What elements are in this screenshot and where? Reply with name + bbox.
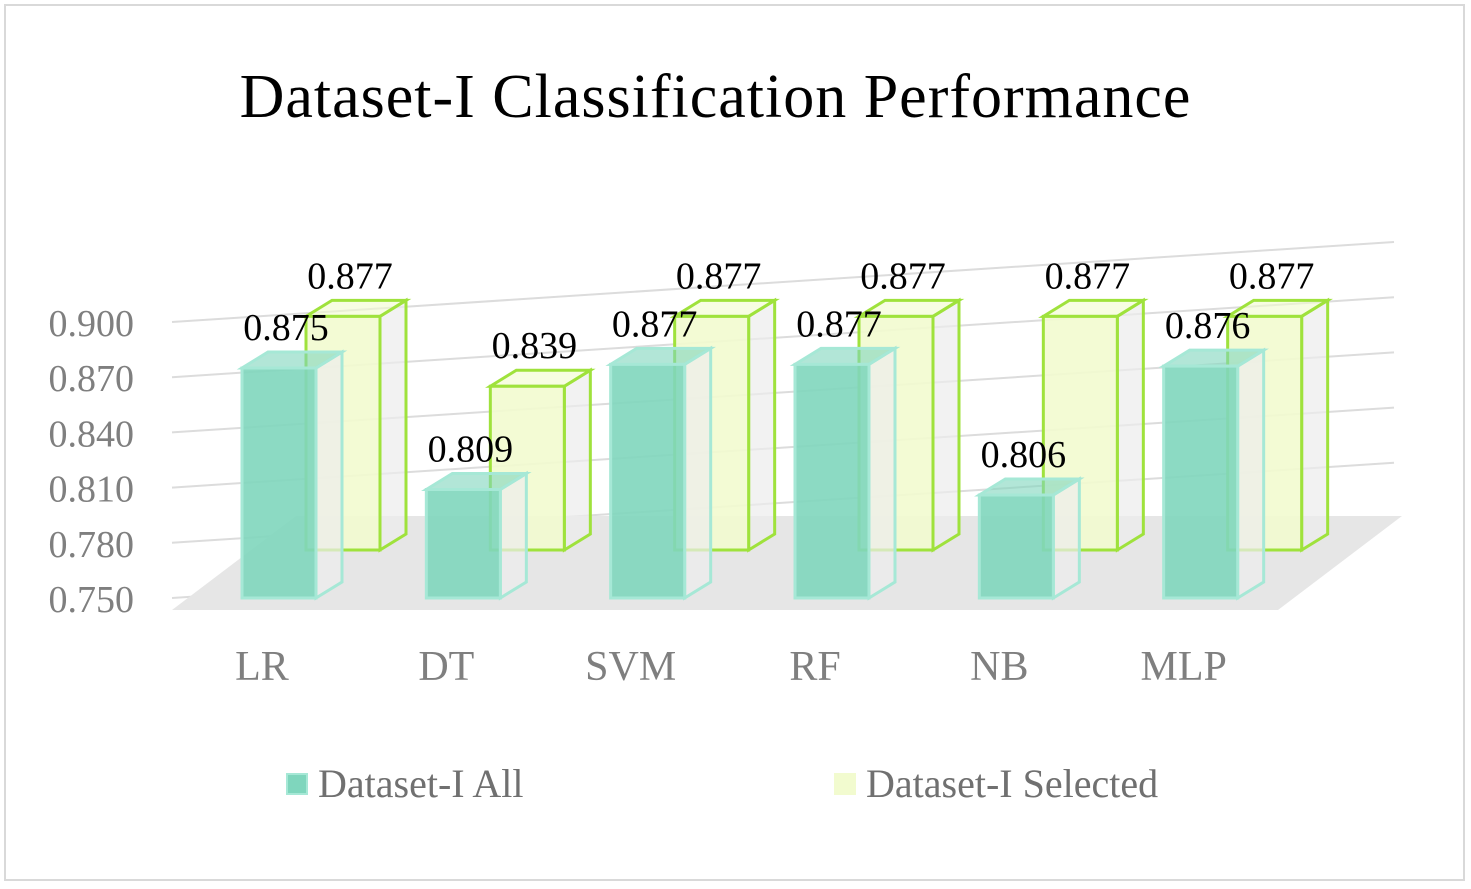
bar-all (236, 349, 348, 601)
x-tick-label: DT (418, 644, 474, 690)
data-label: 0.877 (1045, 255, 1131, 297)
y-tick-label: 0.870 (49, 358, 135, 400)
bar-all (789, 345, 901, 601)
legend-swatch-all (286, 772, 308, 795)
bar-all (1158, 347, 1269, 601)
data-label: 0.876 (1165, 305, 1251, 347)
chart-title: Dataset-I Classification Performance (239, 63, 1192, 131)
data-label: 0.877 (307, 255, 393, 297)
bar-all (974, 476, 1085, 601)
y-tick-label: 0.750 (49, 579, 135, 621)
data-label: 0.877 (676, 255, 762, 297)
y-tick-label: 0.840 (49, 413, 135, 455)
x-tick-label: RF (789, 644, 840, 690)
legend-item-selected: Dataset-I Selected (834, 760, 1158, 807)
data-label: 0.839 (492, 325, 578, 367)
x-tick-label: MLP (1140, 644, 1226, 690)
legend-item-all: Dataset-I All (286, 760, 524, 807)
bar-all (421, 470, 532, 601)
bar-all (605, 345, 716, 601)
y-tick-label: 0.900 (49, 303, 135, 345)
x-tick-label: NB (970, 644, 1028, 690)
y-tick-label: 0.780 (49, 524, 135, 566)
y-tick-label: 0.810 (49, 469, 135, 511)
legend-swatch-selected (834, 772, 856, 795)
data-label: 0.877 (1229, 255, 1315, 297)
data-label: 0.875 (243, 307, 329, 349)
legend-label-all: Dataset-I All (318, 761, 524, 806)
x-tick-label: SVM (585, 644, 676, 690)
data-label: 0.877 (860, 255, 946, 297)
data-label: 0.877 (796, 303, 882, 345)
data-label: 0.877 (612, 303, 698, 345)
legend-label-selected: Dataset-I Selected (866, 761, 1159, 806)
data-label: 0.809 (428, 428, 514, 470)
data-label: 0.806 (981, 434, 1067, 476)
x-tick-label: LR (235, 644, 289, 690)
